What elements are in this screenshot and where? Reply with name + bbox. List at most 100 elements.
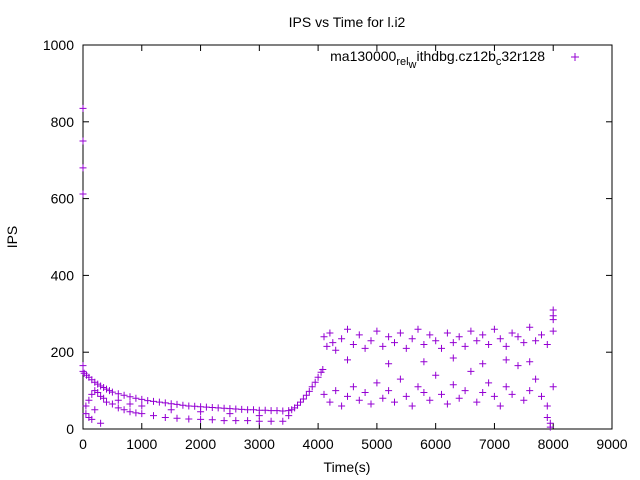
- x-tick-label: 7000: [479, 436, 510, 452]
- x-tick-label: 2000: [185, 436, 216, 452]
- plot-axes: 0 1000 2000 3000 4000 5000 6000 7000 8000 9000 0 20…: [43, 37, 628, 452]
- data-point: [326, 329, 334, 337]
- data-point: [532, 375, 540, 383]
- data-point: [297, 398, 304, 406]
- data-point: [108, 388, 116, 396]
- data-point: [349, 383, 357, 391]
- data-point: [320, 390, 328, 398]
- data-point: [238, 405, 246, 413]
- data-point: [379, 342, 387, 350]
- data-point: [546, 419, 554, 427]
- data-point: [338, 335, 346, 343]
- data-point: [455, 333, 463, 341]
- data-point: [391, 398, 398, 406]
- data-point: [302, 391, 310, 399]
- data-point: [320, 333, 328, 341]
- data-point: [355, 331, 363, 339]
- data-point: [461, 342, 469, 350]
- data-point: [532, 337, 540, 345]
- data-point: [185, 402, 193, 410]
- data-point: [85, 396, 93, 404]
- data-point: [414, 383, 422, 391]
- data-point: [150, 397, 157, 405]
- data-point: [191, 402, 199, 410]
- data-point: [120, 406, 128, 414]
- data-point: [88, 415, 96, 423]
- data-point: [138, 395, 146, 403]
- data-point: [88, 390, 96, 398]
- data-point: [408, 335, 416, 343]
- data-point: [79, 164, 87, 172]
- y-tick-label: 200: [51, 344, 75, 360]
- plot-frame: [82, 44, 613, 430]
- data-point: [79, 190, 87, 198]
- data-point: [79, 367, 87, 375]
- data-point: [432, 337, 440, 345]
- data-point: [526, 387, 534, 395]
- data-point: [79, 104, 87, 112]
- data-point: [391, 339, 398, 347]
- data-point: [367, 400, 375, 408]
- data-point: [449, 354, 457, 362]
- data-point: [349, 341, 357, 348]
- data-point: [402, 344, 410, 352]
- data-point: [332, 387, 340, 395]
- data-points: [79, 104, 557, 431]
- data-point: [373, 327, 381, 335]
- data-point: [538, 331, 545, 339]
- data-point: [549, 316, 557, 324]
- data-point: [326, 398, 334, 406]
- data-point: [114, 396, 122, 404]
- data-point: [502, 383, 510, 391]
- x-tick-label: 8000: [538, 436, 569, 452]
- data-point: [150, 412, 157, 420]
- data-point: [126, 393, 134, 401]
- legend-text-part: rel: [396, 56, 408, 68]
- data-point: [549, 383, 557, 391]
- y-tick-label: 1000: [43, 37, 74, 53]
- data-point: [385, 333, 393, 341]
- data-point: [108, 400, 116, 408]
- data-point: [173, 414, 181, 422]
- data-point: [197, 408, 205, 416]
- x-tick-label: 3000: [244, 436, 275, 452]
- data-point: [267, 407, 275, 415]
- data-point: [94, 389, 102, 396]
- legend: ma130000relwithdbg.cz12bc32r128: [330, 48, 579, 71]
- data-point: [244, 406, 252, 414]
- data-point: [308, 383, 316, 391]
- data-point: [496, 402, 504, 410]
- data-point: [420, 358, 428, 366]
- data-point: [549, 327, 557, 335]
- data-point: [485, 379, 493, 387]
- data-point: [344, 356, 351, 364]
- data-point: [261, 406, 269, 414]
- x-tick-label: 4000: [303, 436, 334, 452]
- chart-title: IPS vs Time for l.i2: [289, 14, 406, 30]
- data-point: [526, 323, 534, 331]
- data-point: [332, 346, 340, 354]
- data-point: [426, 396, 434, 404]
- x-tick-label: 0: [79, 436, 87, 452]
- legend-text-part: w: [408, 59, 417, 71]
- data-point: [285, 412, 293, 420]
- data-point: [473, 337, 481, 345]
- data-point: [438, 344, 445, 352]
- data-point: [100, 384, 108, 391]
- x-tick-label: 9000: [596, 436, 627, 452]
- data-point: [132, 394, 140, 402]
- data-point: [226, 410, 234, 418]
- data-point: [208, 404, 216, 411]
- data-point: [167, 400, 175, 408]
- data-point: [279, 407, 287, 415]
- data-point: [543, 414, 551, 421]
- data-point: [106, 387, 113, 395]
- data-point: [485, 341, 493, 348]
- data-point: [126, 400, 134, 408]
- data-point: [396, 329, 404, 337]
- legend-marker: [571, 53, 579, 61]
- data-point: [496, 335, 504, 343]
- data-point: [479, 331, 487, 339]
- data-point: [479, 360, 487, 368]
- x-tick-label: 1000: [126, 436, 157, 452]
